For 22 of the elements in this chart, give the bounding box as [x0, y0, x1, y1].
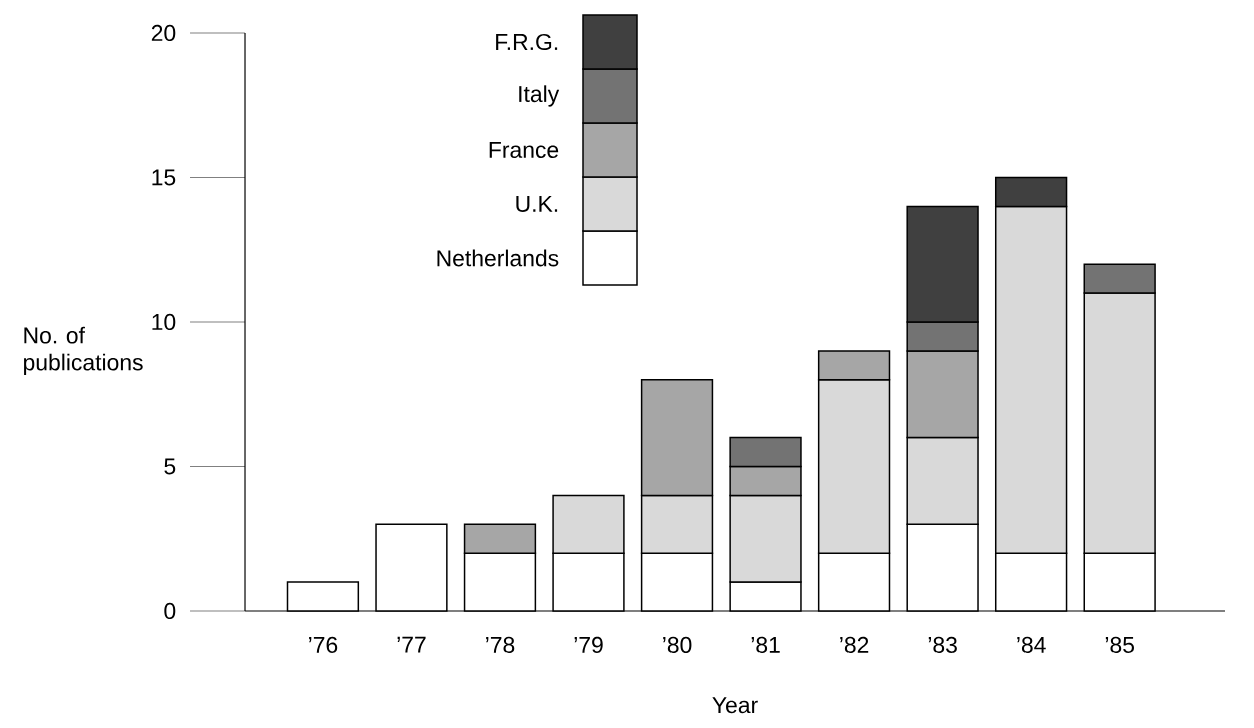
x-axis-title: Year — [712, 697, 758, 714]
x-tick-label: ’78 — [486, 636, 515, 654]
x-tick-label: ’79 — [574, 636, 603, 654]
x-tick-label: ’82 — [840, 636, 869, 654]
x-tick-label: ’81 — [751, 636, 780, 654]
x-tick-label: ’83 — [928, 636, 957, 654]
x-tick-label: ’76 — [309, 636, 338, 654]
y-axis-title: No. of publications — [24, 326, 143, 375]
x-tick-label: ’77 — [397, 636, 426, 653]
x-tick-label: ’80 — [663, 636, 692, 654]
y-tick-label: 20 — [151, 24, 176, 42]
y-tick-label: 10 — [152, 313, 176, 331]
legend-label: France — [489, 141, 559, 158]
x-tick-label: ’85 — [1105, 636, 1134, 654]
y-tick-label: 0 — [164, 602, 176, 620]
legend-label: U.K. — [516, 195, 558, 212]
legend-label: F.R.G. — [496, 33, 558, 51]
y-tick-label: 15 — [152, 169, 176, 186]
legend-label: Netherlands — [437, 249, 559, 267]
y-tick-label: 5 — [164, 458, 176, 475]
legend-label: Italy — [519, 85, 560, 107]
x-tick-label: ’84 — [1017, 636, 1046, 654]
